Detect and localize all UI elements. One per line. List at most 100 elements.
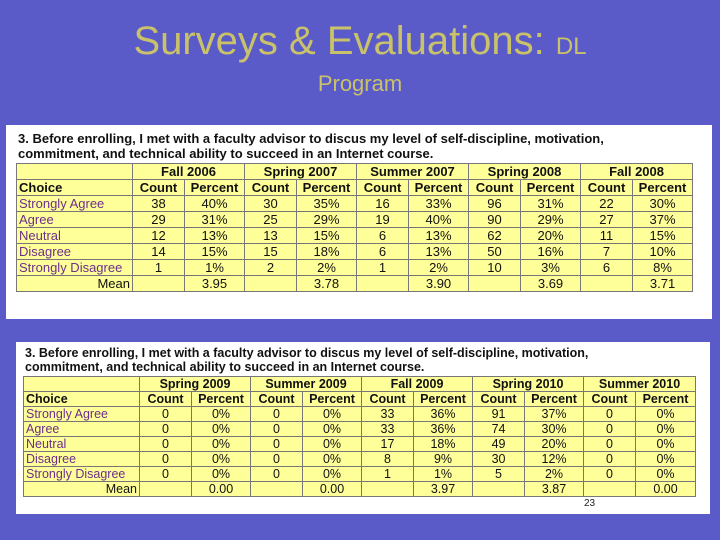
mean-row: Mean 3.95 3.78 3.90 3.69 3.71 xyxy=(16,275,694,292)
choice-label: Agree xyxy=(16,211,133,228)
mean-value: 0.00 xyxy=(191,481,251,497)
table-cell: 0% xyxy=(191,466,251,482)
table-row: Strongly Disagree 0 0% 0 0% 1 1% 5 2% 0 0% xyxy=(23,466,697,482)
table-row: Disagree 14 15% 15 18% 6 13% 50 16% 7 10% xyxy=(16,243,694,260)
mean-value: 0.00 xyxy=(302,481,362,497)
table-cell: 31% xyxy=(520,195,582,212)
table-cell: 2% xyxy=(408,259,470,276)
table-cell: 2 xyxy=(244,259,297,276)
column-header: Percent xyxy=(412,391,474,407)
column-header: Percent xyxy=(295,179,358,196)
mean-blank xyxy=(356,275,410,292)
column-header: Percent xyxy=(302,391,362,407)
mean-blank xyxy=(244,275,297,292)
slide-title: Surveys & Evaluations: DL xyxy=(0,18,720,70)
table-cell: 0% xyxy=(635,436,697,452)
column-header-row: Choice Count Percent Count Percent Count Perce… xyxy=(23,391,697,407)
term-header: Fall 2008 xyxy=(580,163,694,180)
table-cell: 0 xyxy=(250,466,303,482)
choice-label: Strongly Disagree xyxy=(16,259,133,276)
slide-subtitle: Program xyxy=(317,71,403,96)
column-header: Count xyxy=(472,391,526,407)
table-cell: 91 xyxy=(472,406,526,422)
table-cell: 16 xyxy=(356,195,410,212)
table-row: Disagree 0 0% 0 0% 8 9% 30 12% 0 0% xyxy=(23,451,697,467)
column-header: Choice xyxy=(16,179,133,196)
table-cell: 9% xyxy=(412,451,474,467)
table-cell: 0% xyxy=(302,406,362,422)
column-header: Percent xyxy=(191,391,251,407)
term-header: Spring 2009 xyxy=(139,376,251,392)
table-cell: 30% xyxy=(632,195,694,212)
table-cell: 13% xyxy=(408,227,470,244)
column-header: Percent xyxy=(520,179,582,196)
table-cell: 0 xyxy=(583,466,637,482)
table-cell: 15 xyxy=(244,243,297,260)
table-cell: 15% xyxy=(632,227,694,244)
mean-value: 3.71 xyxy=(632,275,694,292)
choice-label: Disagree xyxy=(23,451,140,467)
term-header: Summer 2007 xyxy=(356,163,470,180)
term-header-blank xyxy=(16,163,133,180)
term-header: Fall 2006 xyxy=(132,163,245,180)
choice-label: Disagree xyxy=(16,243,133,260)
column-header: Percent xyxy=(635,391,697,407)
mean-blank xyxy=(139,481,192,497)
table-cell: 40% xyxy=(408,211,470,228)
table-row: Agree 29 31% 25 29% 19 40% 90 29% 27 37% xyxy=(16,211,694,228)
table-cell: 29% xyxy=(295,211,358,228)
table-cell: 0% xyxy=(302,466,362,482)
table-cell: 27 xyxy=(580,211,634,228)
question-text: 3. Before enrolling, I met with a facult… xyxy=(18,131,604,161)
column-header: Count xyxy=(583,391,637,407)
table-cell: 0 xyxy=(250,406,303,422)
term-header: Spring 2008 xyxy=(468,163,582,180)
table-cell: 49 xyxy=(472,436,526,452)
table-row: Strongly Agree 38 40% 30 35% 16 33% 96 31% 22 30% xyxy=(16,195,694,212)
slide-title-small: DL xyxy=(555,33,587,60)
mean-value: 3.69 xyxy=(520,275,582,292)
table-cell: 7 xyxy=(580,243,634,260)
table-cell: 0% xyxy=(635,421,697,437)
mean-blank xyxy=(580,275,634,292)
table-cell: 5 xyxy=(472,466,526,482)
question-text: 3. Before enrolling, I met with a facult… xyxy=(25,346,589,374)
table-cell: 0 xyxy=(139,451,192,467)
table-cell: 11 xyxy=(580,227,634,244)
mean-row: Mean 0.00 0.00 3.97 3.87 0.00 xyxy=(23,481,697,497)
choice-label: Agree xyxy=(23,421,140,437)
table-cell: 17 xyxy=(361,436,414,452)
table-cell: 33% xyxy=(408,195,470,212)
table-cell: 37% xyxy=(632,211,694,228)
table-row: Agree 0 0% 0 0% 33 36% 74 30% 0 0% xyxy=(23,421,697,437)
column-header: Count xyxy=(361,391,414,407)
table-cell: 8% xyxy=(632,259,694,276)
table-cell: 0% xyxy=(302,436,362,452)
table-cell: 8 xyxy=(361,451,414,467)
term-header: Summer 2010 xyxy=(583,376,697,392)
term-header-blank xyxy=(23,376,140,392)
table-cell: 0% xyxy=(302,421,362,437)
table-cell: 30% xyxy=(524,421,585,437)
table-row: Strongly Disagree 1 1% 2 2% 1 2% 10 3% 6 8% xyxy=(16,259,694,276)
table-cell: 62 xyxy=(468,227,522,244)
mean-value: 3.78 xyxy=(295,275,358,292)
table-cell: 6 xyxy=(356,243,410,260)
choice-label: Strongly Agree xyxy=(23,406,140,422)
table-cell: 0 xyxy=(250,451,303,467)
mean-label: Mean xyxy=(16,275,133,292)
table-cell: 1% xyxy=(412,466,474,482)
column-header: Choice xyxy=(23,391,140,407)
table-row: Strongly Agree 0 0% 0 0% 33 36% 91 37% 0 0% xyxy=(23,406,697,422)
term-header-row: Spring 2009 Summer 2009 Fall 2009 Spring 20… xyxy=(23,376,697,392)
term-header: Spring 2010 xyxy=(472,376,585,392)
mean-value: 3.97 xyxy=(412,481,474,497)
slide-title-main: Surveys & Evaluations: xyxy=(133,19,556,63)
choice-label: Neutral xyxy=(16,227,133,244)
table-cell: 1 xyxy=(361,466,414,482)
table-cell: 15% xyxy=(184,243,245,260)
table-cell: 50 xyxy=(468,243,522,260)
column-header: Count xyxy=(468,179,522,196)
table-cell: 35% xyxy=(295,195,358,212)
table-cell: 0 xyxy=(139,466,192,482)
